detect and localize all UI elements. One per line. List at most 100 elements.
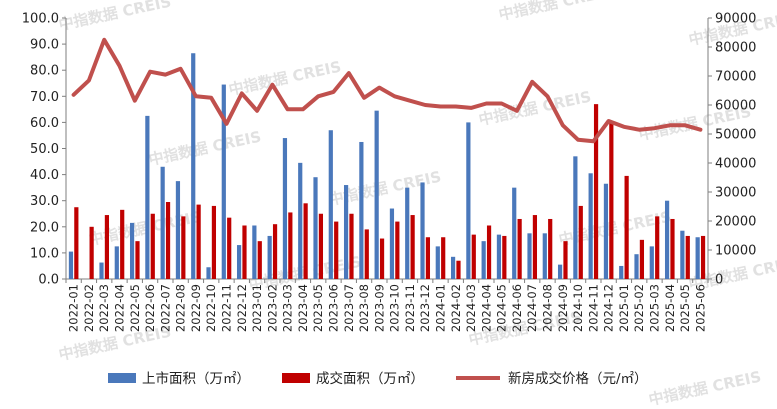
legend-label-transaction: 成交面积（万㎡） [316, 370, 424, 387]
supply-bar [420, 182, 425, 279]
supply-bar [481, 241, 486, 279]
x-tick-label: 2025-02 [632, 284, 646, 332]
transaction-bar [120, 209, 125, 279]
x-tick-label: 2024-06 [510, 284, 524, 332]
x-tick-label: 2024-07 [525, 284, 539, 332]
price-line-layer [71, 37, 703, 144]
supply-bar [374, 110, 379, 279]
supply-bar [557, 264, 563, 279]
left-tick-label: 90.0 [30, 38, 59, 53]
supply-bar [573, 156, 578, 279]
transaction-bar [349, 213, 354, 279]
transaction-bar [410, 215, 415, 279]
transaction-bar [181, 216, 186, 279]
transaction-bar [257, 241, 262, 279]
x-tick-label: 2022-08 [174, 284, 188, 332]
left-tick-label: 0.0 [38, 273, 59, 288]
transaction-bar [425, 237, 431, 279]
transaction-bar [211, 205, 217, 279]
x-tick-label: 2024-08 [541, 284, 555, 332]
x-tick-label: 2023-02 [265, 284, 279, 332]
legend-swatch-transaction [282, 373, 310, 383]
watermark: 中指数据 CREIS [497, 0, 613, 24]
transaction-bar [563, 241, 568, 279]
x-tick-label: 2023-03 [281, 284, 295, 332]
transaction-bar [471, 234, 476, 279]
supply-bar [221, 84, 226, 280]
supply-bar [328, 130, 333, 279]
x-tick-label: 2024-12 [602, 284, 616, 332]
supply-bar [435, 246, 440, 279]
supply-bar [68, 251, 74, 279]
left-tick-label: 70.0 [30, 90, 59, 105]
supply-bars [68, 53, 700, 280]
right-tick-label: 20000 [715, 215, 756, 230]
x-tick-label: 2023-09 [372, 284, 386, 332]
left-tick-label: 20.0 [30, 220, 59, 235]
legend-label-price: 新房成交价格（元/㎡） [508, 370, 648, 387]
left-tick-label: 50.0 [30, 142, 59, 157]
transaction-bar [395, 221, 400, 279]
supply-bar [267, 235, 272, 279]
x-tick-label: 2024-01 [434, 284, 448, 332]
supply-bar [603, 183, 609, 279]
right-tick-label: 70000 [715, 70, 756, 85]
transaction-bar [578, 205, 583, 279]
supply-bar [512, 187, 517, 279]
x-tick-label: 2023-01 [250, 284, 264, 332]
x-tick-label: 2024-10 [571, 284, 585, 332]
transaction-bar [303, 203, 308, 279]
transaction-bar [150, 213, 155, 279]
supply-bar [695, 237, 700, 279]
transaction-bar [609, 121, 614, 279]
right-tick-label: 50000 [715, 128, 756, 143]
supply-bar [129, 222, 135, 279]
supply-bar [298, 162, 303, 279]
watermark: 中指数据 CREIS [477, 88, 593, 129]
x-tick-label: 2024-04 [479, 284, 493, 332]
supply-bar [588, 173, 593, 279]
x-tick-label: 2022-04 [113, 284, 127, 332]
transaction-bar [104, 215, 110, 279]
supply-bar [160, 166, 165, 279]
transaction-bar [364, 229, 369, 279]
x-tick-label: 2023-08 [357, 284, 371, 332]
x-tick-label: 2023-04 [296, 284, 310, 332]
legend-label-supply: 上市面积（万㎡） [142, 370, 250, 387]
transaction-bar [272, 224, 278, 279]
supply-bar [450, 256, 456, 279]
legend: 上市面积（万㎡） 成交面积（万㎡） 新房成交价格（元/㎡） [108, 370, 648, 387]
supply-bar [527, 233, 532, 279]
supply-bar [191, 53, 196, 279]
x-tick-label: 2023-07 [342, 284, 356, 332]
transaction-bar [624, 175, 629, 279]
right-tick-label: 10000 [715, 244, 756, 259]
transaction-bar [593, 104, 599, 279]
x-tick-label: 2023-12 [418, 284, 432, 332]
transaction-bar [242, 225, 247, 279]
transaction-bar [670, 218, 675, 279]
transaction-bar [685, 235, 690, 279]
transaction-bar [227, 217, 232, 279]
supply-bar [206, 267, 211, 279]
x-tick-label: 2022-01 [67, 284, 81, 332]
supply-bar [634, 254, 639, 279]
transaction-bar [456, 260, 461, 279]
supply-bar [313, 177, 318, 279]
transaction-bar [700, 235, 706, 279]
watermark: 中指数据 CREIS [57, 0, 173, 34]
transaction-bar [486, 225, 492, 279]
supply-bar [282, 138, 288, 279]
transaction-bar [502, 235, 507, 279]
x-tick-label: 2022-03 [97, 284, 111, 332]
left-tick-label: 40.0 [30, 168, 59, 183]
transaction-bar [318, 213, 324, 279]
x-tick-label: 2022-07 [158, 284, 172, 332]
x-tick-label: 2022-12 [235, 284, 249, 332]
transaction-bar [639, 239, 645, 279]
x-tick-label: 2023-10 [388, 284, 402, 332]
right-tick-label: 0 [715, 273, 723, 288]
transaction-bar [379, 238, 385, 279]
transaction-bar [532, 215, 538, 279]
